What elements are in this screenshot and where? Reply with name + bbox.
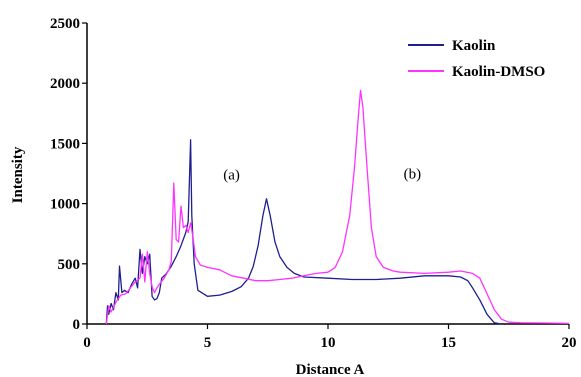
legend: Kaolin Kaolin-DMSO xyxy=(408,38,545,80)
series-line-kaolin-dmso xyxy=(105,89,570,325)
y-axis-title: Intensity xyxy=(10,146,26,203)
x-tick-label: 15 xyxy=(441,335,456,351)
series-line-kaolin xyxy=(105,139,502,325)
axis-ticks: 0 500 1000 1500 2000 2500 0 5 10 15 20 xyxy=(50,16,577,351)
annotation-label: (b) xyxy=(404,166,422,182)
annotation-label: (a) xyxy=(223,168,240,184)
legend-label-kaolin: Kaolin xyxy=(452,38,496,54)
x-axis-title: Distance A xyxy=(296,362,365,377)
y-tick-label: 1500 xyxy=(50,136,80,152)
y-tick-label: 2500 xyxy=(50,16,80,32)
x-tick-label: 20 xyxy=(562,335,577,351)
x-tick-label: 5 xyxy=(204,335,212,351)
y-tick-label: 0 xyxy=(73,317,81,333)
y-tick-label: 1000 xyxy=(50,197,80,213)
x-tick-label: 0 xyxy=(83,335,91,351)
x-tick-label: 10 xyxy=(321,335,336,351)
legend-label-kaolin-dmso: Kaolin-DMSO xyxy=(452,64,545,80)
y-tick-label: 500 xyxy=(58,257,81,273)
annotations: (a) (b) xyxy=(223,166,421,183)
series-layer xyxy=(105,89,570,325)
y-tick-label: 2000 xyxy=(50,76,80,92)
